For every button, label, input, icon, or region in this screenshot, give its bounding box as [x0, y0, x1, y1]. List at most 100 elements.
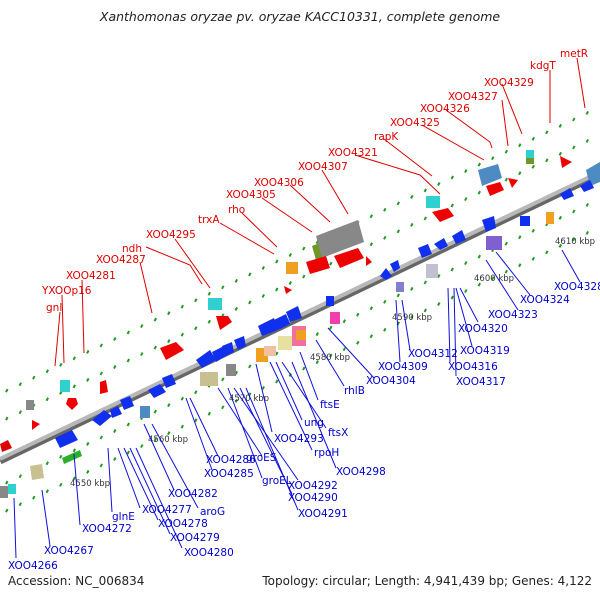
- gene-label[interactable]: XOO4280: [184, 547, 234, 559]
- scale-label: 4590 kbp: [392, 313, 432, 323]
- gene-label[interactable]: XOO4293: [274, 433, 324, 445]
- ruler-tick: [248, 300, 252, 305]
- ruler-tick: [572, 145, 576, 150]
- ruler-tick: [221, 405, 225, 410]
- gene-label[interactable]: XOO4321: [328, 147, 378, 159]
- gene-label[interactable]: XOO4329: [484, 77, 534, 89]
- gene-label[interactable]: trxA: [198, 214, 220, 226]
- gene-label[interactable]: XOO4277: [142, 504, 192, 516]
- ruler-tick: [194, 326, 198, 331]
- gene-lavender: [396, 282, 404, 292]
- gene-label[interactable]: XOO4305: [226, 189, 276, 201]
- gene-label[interactable]: gnl: [46, 302, 62, 314]
- ruler-tick: [18, 502, 22, 507]
- gene-label[interactable]: rpoH: [314, 447, 339, 459]
- gene-orange: [296, 330, 306, 340]
- gene-label[interactable]: XOO4307: [298, 161, 348, 173]
- ruler-tick: [194, 390, 198, 395]
- ruler-tick: [194, 298, 198, 303]
- gene-label[interactable]: XOO4328: [554, 281, 600, 293]
- gene-label[interactable]: XOO4306: [254, 177, 304, 189]
- gene-label[interactable]: XOO4323: [488, 309, 538, 321]
- gene-label[interactable]: ndh: [122, 243, 142, 255]
- gene-label[interactable]: XOO4309: [378, 361, 428, 373]
- gene-label[interactable]: glnE: [112, 511, 135, 523]
- gene-label[interactable]: metR: [560, 48, 588, 60]
- ruler-tick: [518, 263, 522, 268]
- gene-label[interactable]: kdgT: [530, 60, 556, 72]
- gene-label[interactable]: XOO4327: [448, 91, 498, 103]
- ruler-tick: [261, 265, 265, 270]
- ruler-tick: [153, 345, 157, 350]
- ruler-tick: [86, 377, 90, 382]
- ruler-tick: [126, 358, 130, 363]
- gene-label[interactable]: aroG: [200, 506, 225, 518]
- ruler-tick: [153, 437, 157, 442]
- gene-label[interactable]: rhlB: [344, 385, 365, 397]
- gene-label[interactable]: XOO4295: [146, 229, 196, 241]
- ruler-tick: [221, 285, 225, 290]
- gene-label[interactable]: XOO4298: [336, 466, 386, 478]
- gene-label[interactable]: XOO4304: [366, 375, 416, 387]
- gene-label[interactable]: XOO4292: [288, 480, 338, 492]
- gene-green: [62, 450, 82, 464]
- gene-label[interactable]: XOO4326: [420, 103, 470, 115]
- ruler-tick: [558, 215, 562, 220]
- gene-label[interactable]: XOO4290: [288, 492, 338, 504]
- gene-label[interactable]: XOO4324: [520, 294, 570, 306]
- gene-label[interactable]: XOO4312: [408, 348, 458, 360]
- ruler-tick: [437, 182, 441, 186]
- gene-red: [100, 380, 108, 394]
- gene-label[interactable]: XOO4291: [298, 508, 348, 520]
- ruler-tick: [396, 229, 400, 234]
- ruler-tick: [180, 396, 184, 401]
- gene-label[interactable]: ftsX: [328, 427, 348, 439]
- gene-label[interactable]: XOO4317: [456, 376, 506, 388]
- ruler-tick: [369, 242, 373, 247]
- ruler-tick: [315, 360, 319, 365]
- gene-label[interactable]: XOO4281: [66, 270, 116, 282]
- ruler-tick: [18, 474, 22, 479]
- gene-blue: [434, 238, 448, 250]
- bottom-gene-labels: XOO4266 XOO4267 XOO4272 glnE XOO4277 XOO…: [8, 281, 600, 572]
- ruler-tick: [504, 241, 508, 246]
- gene-red: [486, 182, 504, 196]
- ruler-tick: [140, 324, 144, 329]
- ruler-tick: [140, 352, 144, 357]
- gene-steelblue: [478, 164, 502, 186]
- gene-label[interactable]: XOO4266: [8, 560, 58, 572]
- gene-label[interactable]: XOO4272: [82, 523, 132, 535]
- gene-label[interactable]: XOO4286: [206, 454, 256, 466]
- gene-label[interactable]: groEL: [262, 475, 292, 487]
- gene-label[interactable]: XOO4285: [204, 468, 254, 480]
- gene-label[interactable]: YXOOp16: [41, 285, 92, 297]
- scale-label: 4600 kbp: [474, 274, 514, 284]
- gene-label[interactable]: XOO4320: [458, 323, 508, 335]
- gene-red: [366, 256, 372, 266]
- gene-label[interactable]: XOO4319: [460, 345, 510, 357]
- gene-label[interactable]: XOO4287: [96, 254, 146, 266]
- gene-khaki: [200, 372, 218, 386]
- gene-label[interactable]: ftsE: [320, 399, 340, 411]
- gene-label[interactable]: XOO4316: [448, 361, 498, 373]
- gene-label[interactable]: XOO4325: [390, 117, 440, 129]
- ruler-tick: [342, 347, 346, 352]
- gene-label[interactable]: XOO4282: [168, 488, 218, 500]
- gene-label[interactable]: XOO4278: [158, 518, 208, 530]
- ruler-tick: [86, 469, 90, 474]
- gene-label[interactable]: XOO4279: [170, 532, 220, 544]
- gene-lightyellow: [278, 336, 292, 350]
- ruler-tick: [585, 110, 589, 115]
- ruler-tick: [585, 230, 589, 235]
- ruler-tick: [518, 235, 522, 240]
- gene-label[interactable]: rapK: [374, 131, 399, 143]
- ruler-tick: [261, 385, 265, 390]
- ruler-tick: [113, 428, 117, 433]
- gene-label[interactable]: rho: [228, 204, 245, 216]
- gene-grey: [26, 400, 34, 410]
- ruler-tick: [464, 261, 468, 266]
- gene-label[interactable]: ung: [304, 417, 324, 429]
- gene-label[interactable]: XOO4267: [44, 545, 94, 557]
- gene-label[interactable]: groES: [246, 452, 277, 464]
- ruler-tick: [5, 388, 9, 393]
